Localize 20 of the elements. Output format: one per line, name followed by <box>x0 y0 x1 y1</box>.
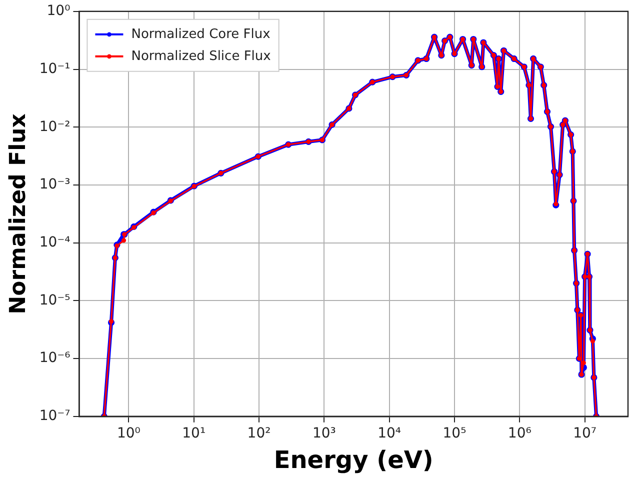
y-axis-title: Normalized Flux <box>6 114 31 314</box>
y-tick-label: 10⁻⁷ <box>39 408 70 424</box>
x-tick-label: 10¹ <box>182 425 206 442</box>
x-tick-label: 10³ <box>312 425 336 442</box>
y-tick-label: 10⁻⁶ <box>39 350 71 366</box>
x-tick-label: 10⁴ <box>378 425 402 442</box>
legend-label: Normalized Core Flux <box>131 26 271 42</box>
y-tick-label: 10⁻⁵ <box>39 292 70 308</box>
x-tick-label: 10² <box>247 425 271 442</box>
y-tick-label: 10⁻⁴ <box>39 234 71 250</box>
y-tick-label: 10⁻² <box>39 118 70 135</box>
legend-label: Normalized Slice Flux <box>131 48 272 64</box>
x-tick-label: 10⁶ <box>508 425 532 442</box>
x-tick-label: 10⁷ <box>573 425 597 442</box>
y-tick-label: 10⁰ <box>46 3 71 20</box>
x-tick-label: 10⁵ <box>442 425 466 442</box>
x-tick-label: 10⁰ <box>116 425 141 442</box>
y-tick-label: 10⁻¹ <box>39 60 70 77</box>
x-axis-title: Energy (eV) <box>274 446 434 474</box>
y-tick-label: 10⁻³ <box>39 176 70 193</box>
